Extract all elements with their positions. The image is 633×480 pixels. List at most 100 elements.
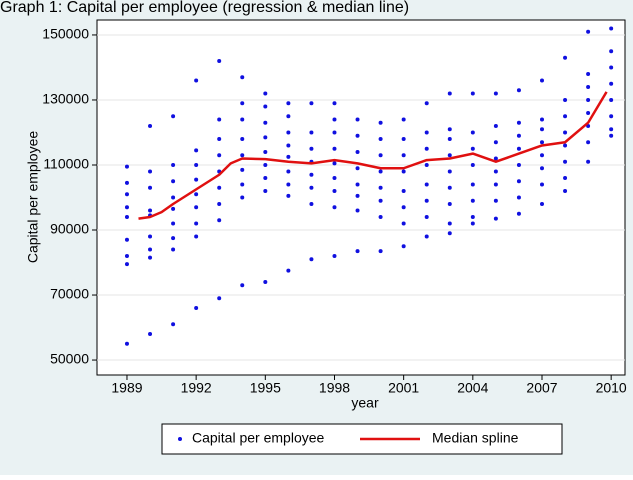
point xyxy=(171,206,176,211)
point xyxy=(194,205,199,210)
point xyxy=(286,182,291,187)
point xyxy=(493,140,498,145)
point xyxy=(332,146,337,151)
point xyxy=(424,130,429,135)
point xyxy=(217,58,222,63)
point xyxy=(378,215,383,220)
point xyxy=(609,127,614,132)
point xyxy=(194,221,199,226)
x-tick-label: 2004 xyxy=(457,380,488,396)
y-tick-label: 110000 xyxy=(43,156,89,172)
point xyxy=(539,182,544,187)
point xyxy=(240,283,245,288)
point xyxy=(332,161,337,166)
point xyxy=(148,247,153,252)
point xyxy=(240,195,245,200)
point xyxy=(355,208,360,213)
point xyxy=(263,280,268,285)
plot-area xyxy=(96,19,626,376)
point xyxy=(378,136,383,141)
point xyxy=(171,179,176,184)
point xyxy=(424,215,429,220)
point xyxy=(563,55,568,60)
point xyxy=(332,130,337,135)
point xyxy=(378,169,383,174)
point xyxy=(240,136,245,141)
point xyxy=(516,146,521,151)
point xyxy=(309,101,314,106)
point xyxy=(401,205,406,210)
point xyxy=(332,205,337,210)
point xyxy=(240,75,245,80)
point xyxy=(286,101,291,106)
point xyxy=(286,169,291,174)
point xyxy=(609,49,614,54)
point xyxy=(194,234,199,239)
point xyxy=(332,117,337,122)
point xyxy=(263,162,268,167)
point xyxy=(194,192,199,197)
y-tick-label: 90000 xyxy=(50,221,89,237)
point xyxy=(539,166,544,171)
point xyxy=(401,244,406,249)
chart-title: Graph 1: Capital per employee (regressio… xyxy=(0,0,409,16)
point xyxy=(263,188,268,193)
point xyxy=(516,211,521,216)
point xyxy=(586,71,591,76)
point xyxy=(171,114,176,119)
point xyxy=(194,177,199,182)
point xyxy=(171,221,176,226)
point xyxy=(539,202,544,207)
point xyxy=(194,148,199,153)
point xyxy=(240,182,245,187)
point xyxy=(263,175,268,180)
point xyxy=(286,143,291,148)
point xyxy=(539,127,544,132)
point xyxy=(539,140,544,145)
point xyxy=(332,188,337,193)
point xyxy=(470,215,475,220)
x-tick-label: 2007 xyxy=(526,380,557,396)
point xyxy=(240,101,245,106)
point xyxy=(124,192,129,197)
point xyxy=(217,153,222,158)
point xyxy=(171,195,176,200)
point xyxy=(563,114,568,119)
point xyxy=(309,185,314,190)
point xyxy=(401,169,406,174)
point xyxy=(424,162,429,167)
point xyxy=(447,221,452,226)
point xyxy=(493,182,498,187)
point xyxy=(124,237,129,242)
point xyxy=(493,198,498,203)
point xyxy=(194,306,199,311)
point xyxy=(563,175,568,180)
point xyxy=(493,169,498,174)
point xyxy=(124,215,129,220)
point xyxy=(401,221,406,226)
point xyxy=(332,254,337,259)
point xyxy=(148,123,153,128)
point xyxy=(609,133,614,138)
point xyxy=(401,117,406,122)
point xyxy=(493,123,498,128)
point xyxy=(516,195,521,200)
point xyxy=(194,78,199,83)
point xyxy=(355,133,360,138)
point xyxy=(240,153,245,158)
x-tick-label: 1989 xyxy=(111,380,142,396)
point xyxy=(539,78,544,83)
point xyxy=(171,247,176,252)
point xyxy=(586,29,591,34)
point xyxy=(355,249,360,254)
legend-symbol xyxy=(178,437,182,441)
point xyxy=(493,216,498,221)
point xyxy=(286,130,291,135)
point xyxy=(586,97,591,102)
spline xyxy=(138,91,608,220)
point xyxy=(516,162,521,167)
point xyxy=(148,255,153,260)
point xyxy=(563,188,568,193)
point xyxy=(217,185,222,190)
point xyxy=(355,193,360,198)
